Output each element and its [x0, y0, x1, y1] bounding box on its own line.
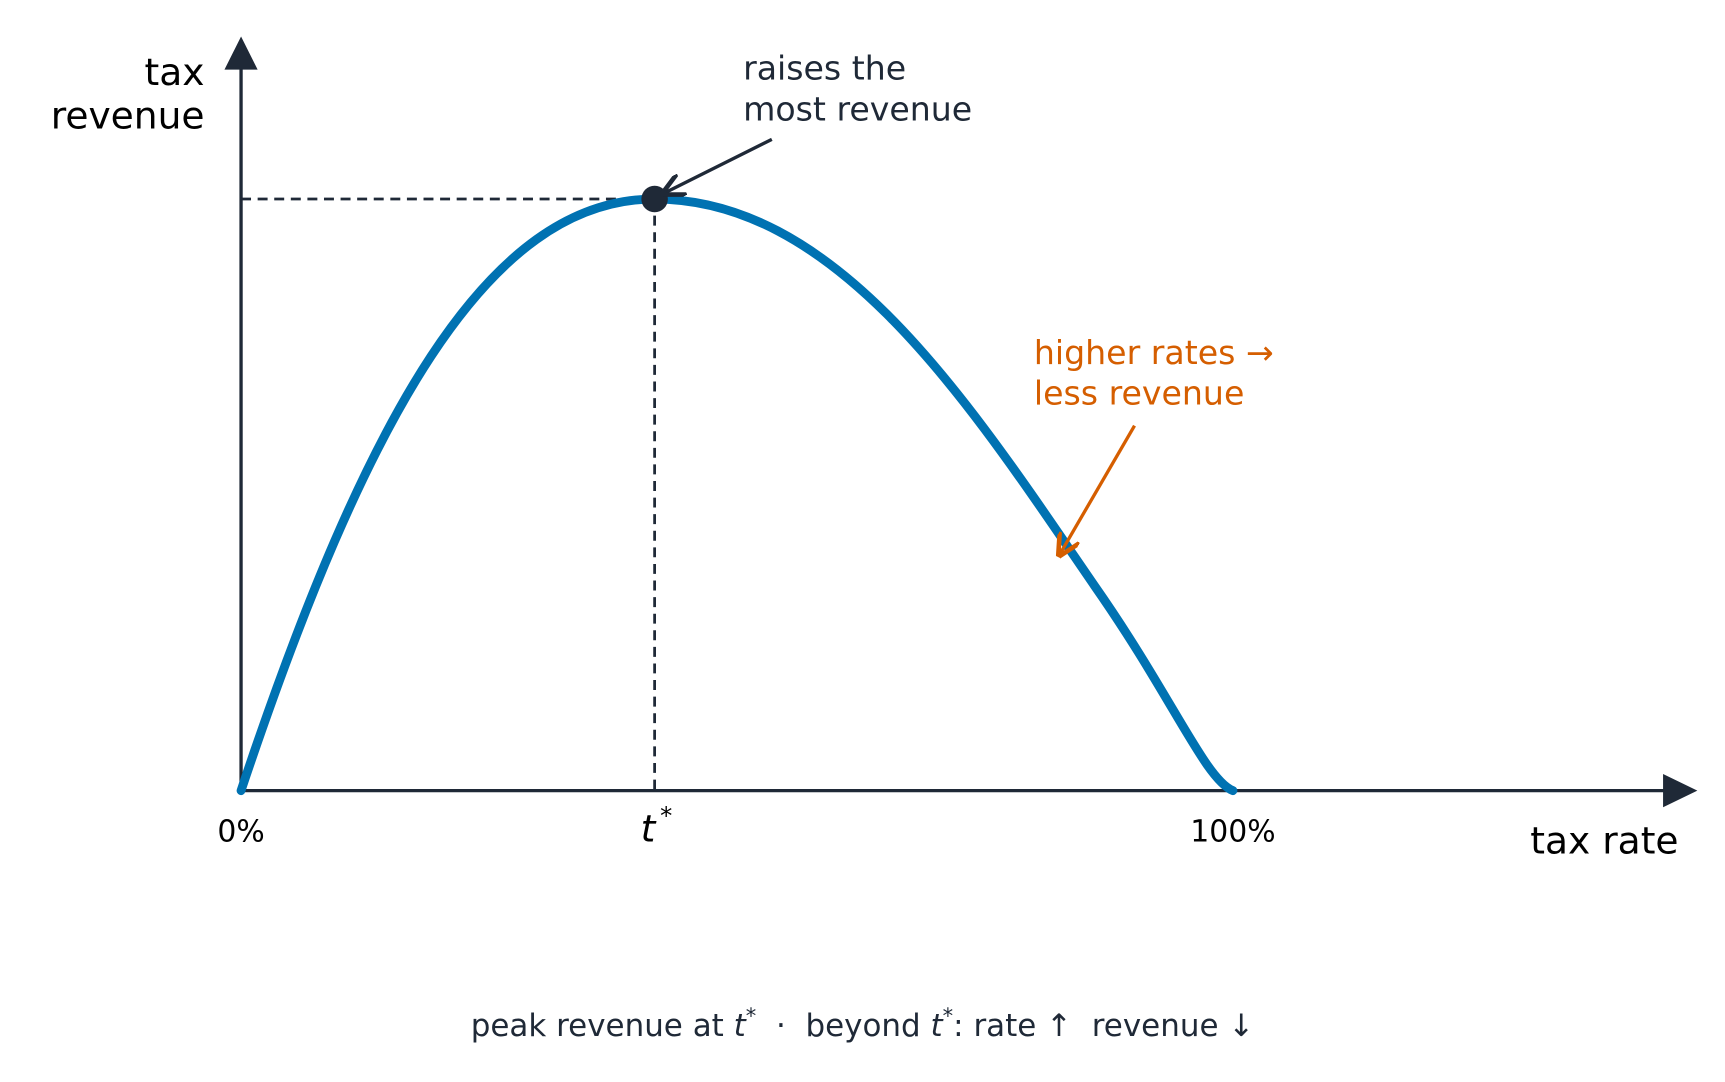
peak-annotation: raises the [743, 49, 906, 88]
caption-superscript: * [746, 1004, 757, 1028]
caption: peak revenue at t* · beyond t*: rate ↑ r… [471, 1004, 1255, 1044]
caption-superscript: * [943, 1004, 954, 1028]
x-axis-arrow [1663, 774, 1698, 808]
caption-symbol: t [734, 1008, 748, 1044]
y-axis-label: tax [145, 50, 205, 94]
y-axis-label: revenue [51, 93, 205, 137]
peak-point [641, 185, 668, 213]
decline-annotation: higher rates → [1034, 333, 1274, 372]
decline-annotation: less revenue [1034, 374, 1244, 413]
x-tick-label: 0% [217, 814, 264, 849]
caption-text: peak revenue at [471, 1008, 734, 1044]
peak-annotation: most revenue [743, 90, 972, 129]
caption-text: · beyond [756, 1008, 930, 1044]
decline-arrow [1059, 424, 1136, 555]
x-tick-superscript: * [660, 801, 672, 830]
y-axis-arrow [224, 36, 258, 70]
caption-text: : rate ↑ revenue ↓ [953, 1008, 1254, 1044]
peak-arrow [663, 137, 773, 193]
caption-symbol: t [931, 1008, 945, 1044]
x-tick-label: t [641, 806, 657, 850]
x-axis-label: tax rate [1530, 819, 1678, 863]
x-tick-label: 100% [1190, 814, 1275, 849]
laffer-curve [236, 194, 1238, 796]
